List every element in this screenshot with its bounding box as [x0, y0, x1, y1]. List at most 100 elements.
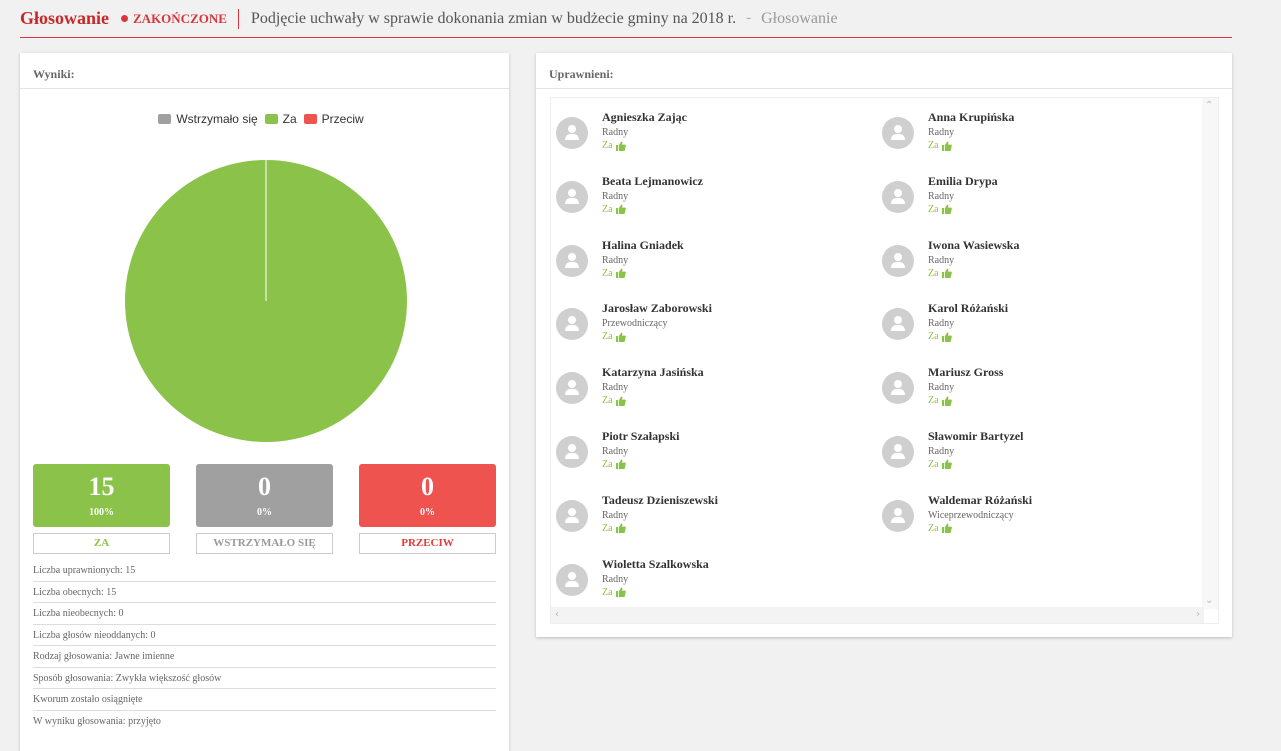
results-panel-title: Wyniki:: [20, 53, 509, 89]
user-avatar-icon: [882, 180, 914, 213]
against-button[interactable]: PRZECIW: [359, 533, 496, 554]
scroll-up-icon[interactable]: ⌃: [1205, 100, 1214, 111]
user-avatar-icon: [556, 180, 588, 213]
voter-vote: Za: [928, 459, 1023, 470]
voter-item[interactable]: Agnieszka Zając Radny Za: [556, 106, 882, 170]
voter-scroll-area[interactable]: Agnieszka Zając Radny Za Anna Krupińska …: [550, 97, 1219, 624]
tile-count: 15: [88, 472, 115, 501]
thumbs-up-icon: [941, 204, 952, 215]
user-avatar-icon: [556, 563, 588, 596]
voter-item[interactable]: Katarzyna Jasińska Radny Za: [556, 361, 882, 425]
voter-role: Radny: [928, 445, 955, 457]
stat-eligible: Liczba uprawnionych: 15: [33, 560, 496, 582]
stat-quorum: Kworum zostało osiągnięte: [33, 689, 496, 711]
voter-vote-label: Za: [928, 395, 939, 407]
thumbs-up-icon: [941, 460, 952, 470]
voter-vote-label: Za: [602, 140, 613, 151]
results-panel: Wyniki: Wstrzymało się Za Przeciw 15 100…: [20, 53, 509, 751]
for-button[interactable]: ZA: [33, 533, 170, 554]
legend-label: Wstrzymało się: [176, 112, 258, 126]
voter-role: Radny: [602, 573, 629, 585]
scroll-right-icon[interactable]: ›: [1196, 609, 1200, 620]
voter-name: Piotr Szałapski: [602, 428, 680, 443]
abstain-button[interactable]: WSTRZYMAŁO SIĘ: [196, 533, 333, 554]
vote-tiles: 15 100% ZA 0 0% WSTRZYMAŁO SIĘ 0 0% PRZE…: [33, 464, 496, 554]
voter-item[interactable]: Karol Różański Radny Za: [882, 297, 1208, 361]
thumbs-up-icon: [615, 587, 626, 598]
title-separator: -: [746, 10, 752, 26]
voter-name: Mariusz Gross: [928, 365, 1004, 380]
thumbs-up-icon: [615, 141, 626, 151]
voter-vote-label: Za: [602, 331, 613, 343]
page-header: Głosowanie ZAKOŃCZONE Podjęcie uchwały w…: [20, 0, 1232, 38]
tile-against-box: 0 0%: [359, 464, 496, 527]
legend-swatch: [264, 114, 278, 124]
thumbs-up-icon: [615, 396, 626, 406]
user-avatar-icon: [556, 499, 588, 532]
tile-abstain-box: 0 0%: [196, 464, 333, 527]
voter-name: Iwona Wasiewska: [928, 237, 1020, 252]
voter-vote-label: Za: [928, 331, 939, 343]
voter-role: Radny: [928, 127, 955, 138]
voter-name: Emilia Drypa: [928, 173, 998, 188]
voter-role: Radny: [602, 254, 629, 266]
voter-name: Waldemar Różański: [928, 492, 1033, 507]
tile-against: 0 0% PRZECIW: [359, 464, 496, 554]
thumbs-up-icon: [941, 396, 952, 406]
legend-swatch: [303, 114, 317, 124]
voter-item[interactable]: Emilia Drypa Radny Za: [882, 170, 1208, 234]
tile-count: 0: [258, 472, 271, 501]
vote-stats: Liczba uprawnionych: 15 Liczba obecnych:…: [33, 560, 496, 732]
voter-role: Radny: [602, 382, 629, 394]
voter-item[interactable]: Iwona Wasiewska Radny Za: [882, 234, 1208, 298]
voter-vote-label: Za: [928, 458, 939, 470]
tile-for: 15 100% ZA: [33, 464, 170, 554]
voter-role: Przewodniczący: [602, 318, 668, 330]
legend-item-abstain[interactable]: Wstrzymało się: [158, 112, 258, 126]
user-avatar-icon: [882, 117, 914, 149]
scroll-down-icon[interactable]: ⌄: [1205, 595, 1214, 606]
user-avatar-icon: [556, 435, 588, 468]
voter-vote: Za: [928, 204, 998, 215]
voter-name: Agnieszka Zając: [602, 110, 687, 124]
voter-name: Wioletta Szalkowska: [602, 556, 709, 571]
stat-absent: Liczba nieobecnych: 0: [33, 603, 496, 625]
pie-chart[interactable]: [124, 159, 408, 443]
voter-name: Sławomir Bartyzel: [928, 428, 1024, 443]
voter-vote-label: Za: [928, 267, 939, 279]
voter-item[interactable]: Wioletta Szalkowska Radny Za: [556, 553, 882, 617]
voter-name: Anna Krupińska: [928, 110, 1015, 124]
tile-percent: 0%: [257, 507, 272, 518]
legend-label: Za: [282, 112, 297, 126]
voters-panel: Uprawnieni: Agnieszka Zając Radny Za Ann…: [536, 53, 1232, 637]
legend-item-against[interactable]: Przeciw: [303, 112, 364, 126]
thumbs-up-icon: [615, 268, 626, 279]
voter-item[interactable]: Jarosław Zaborowski Przewodniczący Za: [556, 297, 882, 361]
voter-item[interactable]: Beata Lejmanowicz Radny Za: [556, 170, 882, 234]
voter-name: Tadeusz Dzieniszewski: [602, 492, 718, 507]
voters-panel-title: Uprawnieni:: [536, 53, 1232, 89]
voter-role: Radny: [928, 382, 955, 394]
voter-item[interactable]: Anna Krupińska Radny Za: [882, 106, 1208, 170]
legend-item-for[interactable]: Za: [264, 112, 297, 126]
horizontal-scrollbar[interactable]: ‹ ›: [551, 607, 1204, 623]
voter-item[interactable]: Tadeusz Dzieniszewski Radny Za: [556, 489, 882, 553]
voter-item[interactable]: Waldemar Różański Wiceprzewodniczący Za: [882, 489, 1208, 553]
voter-item[interactable]: Sławomir Bartyzel Radny Za: [882, 425, 1208, 489]
voter-vote: Za: [928, 395, 1003, 406]
voter-role: Radny: [602, 445, 629, 457]
voter-vote-label: Za: [602, 458, 613, 470]
voter-vote: Za: [602, 523, 718, 534]
voter-item[interactable]: Piotr Szałapski Radny Za: [556, 425, 882, 489]
vertical-scrollbar[interactable]: ⌃ ⌄: [1202, 98, 1218, 609]
thumbs-up-icon: [941, 141, 952, 151]
voter-item[interactable]: Mariusz Gross Radny Za: [882, 361, 1208, 425]
voter-item[interactable]: Halina Gniadek Radny Za: [556, 234, 882, 298]
scroll-left-icon[interactable]: ‹: [555, 609, 559, 620]
voter-vote: Za: [928, 140, 1014, 151]
user-avatar-icon: [882, 499, 914, 532]
voter-role: Radny: [602, 509, 629, 521]
voter-vote: Za: [602, 459, 679, 470]
tile-count: 0: [421, 472, 434, 501]
tile-percent: 0%: [420, 507, 435, 518]
